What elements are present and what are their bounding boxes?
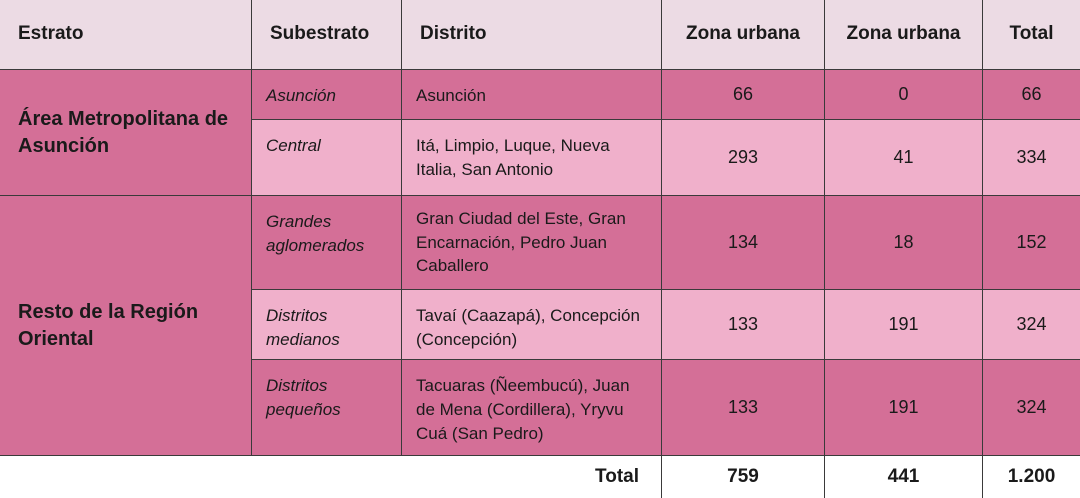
zona2-cell: 0 — [825, 70, 983, 120]
estrato-cell: Área Metropolitana de Asunción — [0, 70, 252, 196]
zona2-cell: 191 — [825, 360, 983, 456]
total-cell: 324 — [983, 360, 1080, 456]
header-zona-urbana-1: Zona urbana — [662, 0, 825, 70]
footer-zona1: 759 — [662, 456, 825, 498]
header-estrato: Estrato — [0, 0, 252, 70]
subestrato-cell: Distritos pequeños — [252, 360, 402, 456]
footer-zona2: 441 — [825, 456, 983, 498]
total-cell: 66 — [983, 70, 1080, 120]
zona2-cell: 18 — [825, 196, 983, 290]
zona1-cell: 66 — [662, 70, 825, 120]
distrito-cell: Tacuaras (Ñeembucú), Juan de Mena (Cordi… — [402, 360, 662, 456]
header-total: Total — [983, 0, 1080, 70]
distrito-cell: Tavaí (Caazapá), Concepción (Concepción) — [402, 290, 662, 360]
header-subestrato: Subestrato — [252, 0, 402, 70]
subestrato-cell: Central — [252, 120, 402, 196]
estrato-cell: Resto de la Región Oriental — [0, 196, 252, 456]
zona1-cell: 293 — [662, 120, 825, 196]
zona1-cell: 133 — [662, 360, 825, 456]
distrito-cell: Asunción — [402, 70, 662, 120]
zona2-cell: 41 — [825, 120, 983, 196]
subestrato-cell: Grandes aglomerados — [252, 196, 402, 290]
distrito-cell: Itá, Limpio, Luque, Nueva Italia, San An… — [402, 120, 662, 196]
zona2-cell: 191 — [825, 290, 983, 360]
zona1-cell: 134 — [662, 196, 825, 290]
zona1-cell: 133 — [662, 290, 825, 360]
total-cell: 334 — [983, 120, 1080, 196]
subestrato-cell: Asunción — [252, 70, 402, 120]
footer-total: 1.200 — [983, 456, 1080, 498]
header-zona-urbana-2: Zona urbana — [825, 0, 983, 70]
total-cell: 324 — [983, 290, 1080, 360]
header-distrito: Distrito — [402, 0, 662, 70]
distrito-cell: Gran Ciudad del Este, Gran Encarnación, … — [402, 196, 662, 290]
footer-total-label: Total — [0, 456, 662, 498]
subestrato-cell: Distritos medianos — [252, 290, 402, 360]
total-cell: 152 — [983, 196, 1080, 290]
